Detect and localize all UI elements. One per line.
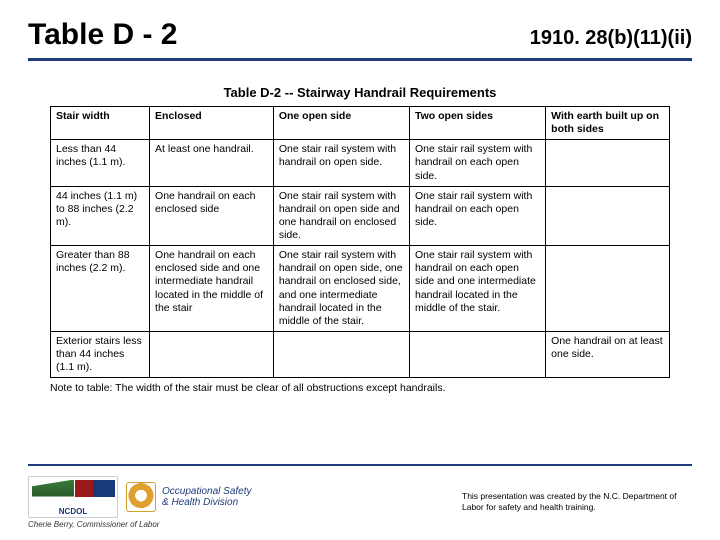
- cell: One stair rail system with handrail on o…: [273, 186, 409, 246]
- cell: Exterior stairs less than 44 inches (1.1…: [51, 331, 150, 377]
- logo-group: NCDOL Occupational Safety & Health Divis…: [28, 476, 252, 529]
- credit-text: This presentation was created by the N.C…: [462, 491, 692, 512]
- table-row: 44 inches (1.1 m) to 88 inches (2.2 m). …: [51, 186, 670, 246]
- table-caption: Table D-2 -- Stairway Handrail Requireme…: [50, 85, 670, 100]
- cell: Greater than 88 inches (2.2 m).: [51, 246, 150, 332]
- table-region: Table D-2 -- Stairway Handrail Requireme…: [50, 85, 670, 394]
- col-enclosed: Enclosed: [150, 107, 274, 140]
- cell: One stair rail system with handrail on e…: [410, 140, 546, 186]
- slide-title: Table D - 2: [28, 18, 177, 52]
- cell: One handrail on each enclosed side and o…: [150, 246, 274, 332]
- col-stair-width: Stair width: [51, 107, 150, 140]
- cell: Less than 44 inches (1.1 m).: [51, 140, 150, 186]
- cell: One stair rail system with handrail on o…: [273, 140, 409, 186]
- cell: [273, 331, 409, 377]
- commissioner-line: Cherie Berry, Commissioner of Labor: [28, 520, 252, 529]
- header-row: Table D - 2 1910. 28(b)(11)(ii): [28, 18, 692, 52]
- cell: One handrail on at least one side.: [546, 331, 670, 377]
- cell: 44 inches (1.1 m) to 88 inches (2.2 m).: [51, 186, 150, 246]
- col-one-open: One open side: [273, 107, 409, 140]
- slide: Table D - 2 1910. 28(b)(11)(ii) Table D-…: [0, 0, 720, 540]
- cell: At least one handrail.: [150, 140, 274, 186]
- table-row: Less than 44 inches (1.1 m). At least on…: [51, 140, 670, 186]
- col-earth-both: With earth built up on both sides: [546, 107, 670, 140]
- table-row: Exterior stairs less than 44 inches (1.1…: [51, 331, 670, 377]
- table-row: Greater than 88 inches (2.2 m). One hand…: [51, 246, 670, 332]
- requirements-table: Stair width Enclosed One open side Two o…: [50, 106, 670, 378]
- header-rule: [28, 58, 692, 61]
- ncdol-logo-icon: NCDOL: [28, 476, 118, 518]
- cell: [150, 331, 274, 377]
- cell: One stair rail system with handrail on o…: [273, 246, 409, 332]
- cell: [546, 140, 670, 186]
- ncdol-label: NCDOL: [29, 507, 117, 516]
- cell: [546, 186, 670, 246]
- cell: [546, 246, 670, 332]
- table-header-row: Stair width Enclosed One open side Two o…: [51, 107, 670, 140]
- osha-seal-icon: [126, 482, 156, 512]
- cell: One handrail on each enclosed side: [150, 186, 274, 246]
- osha-division-block: Occupational Safety & Health Division: [126, 482, 252, 512]
- col-two-open: Two open sides: [410, 107, 546, 140]
- footer-rule: [28, 464, 692, 466]
- cell: One stair rail system with handrail on e…: [410, 186, 546, 246]
- cell: One stair rail system with handrail on e…: [410, 246, 546, 332]
- osha-line2: & Health Division: [162, 497, 252, 508]
- footer: NCDOL Occupational Safety & Health Divis…: [28, 474, 692, 530]
- table-note: Note to table: The width of the stair mu…: [50, 382, 670, 394]
- regulation-reference: 1910. 28(b)(11)(ii): [530, 27, 692, 50]
- cell: [410, 331, 546, 377]
- osha-text: Occupational Safety & Health Division: [162, 486, 252, 508]
- osha-line1: Occupational Safety: [162, 486, 252, 497]
